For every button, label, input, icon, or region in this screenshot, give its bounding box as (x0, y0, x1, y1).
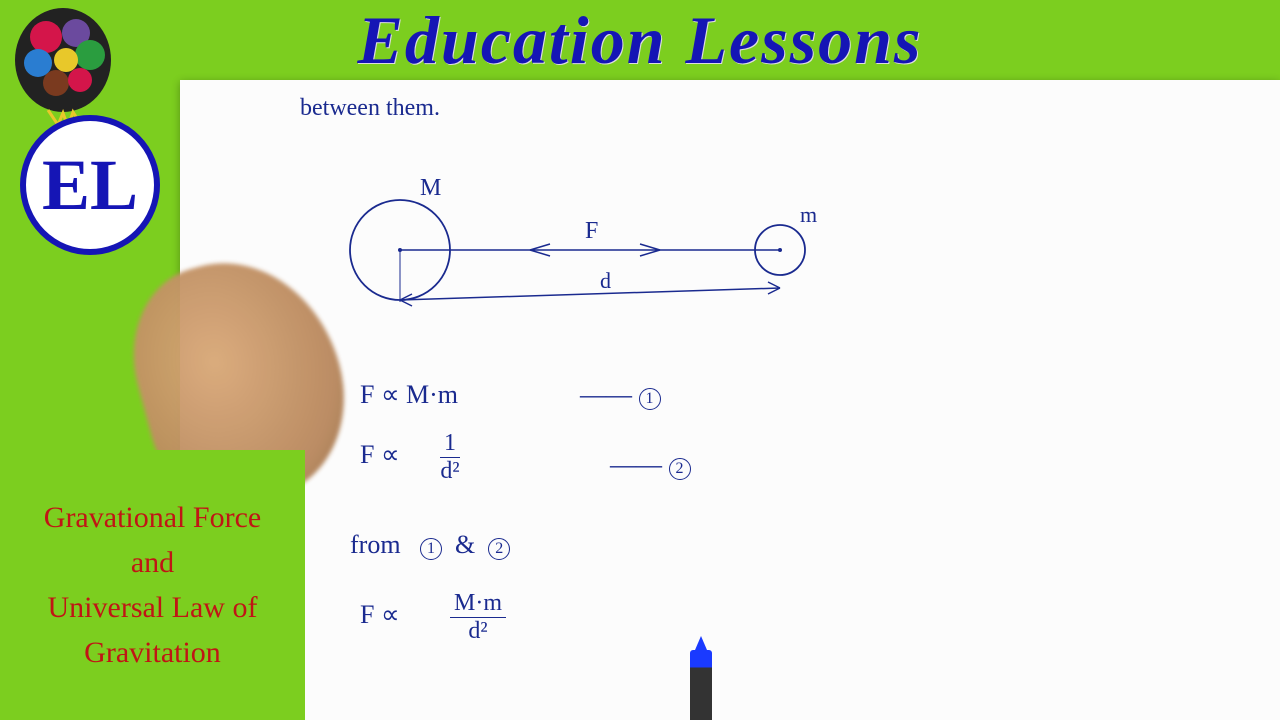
paper-area: between them. M m F d F ∝ M·m —— 1 F ∝ 1… (180, 80, 1280, 720)
diagram-label-m: m (800, 202, 817, 227)
diagram-label-F: F (585, 218, 598, 244)
eq1-circled-num: 1 (639, 388, 661, 410)
equation-3-from: from 1 & 2 (350, 530, 510, 560)
equation-4-fraction: M·m d² (450, 590, 506, 645)
el-logo-text: EL (42, 149, 138, 221)
eq2-dash: —— (610, 450, 662, 479)
equation-1-tag: —— 1 (580, 380, 661, 410)
eq3-circled-1: 1 (420, 538, 442, 560)
eq3-circled-2: 2 (488, 538, 510, 560)
equation-2-tag: —— 2 (610, 450, 691, 480)
pen-icon (690, 650, 712, 720)
eq4-denominator: d² (468, 618, 487, 644)
equation-2-fraction: 1 d² (440, 430, 460, 485)
caption-line-3: Universal Law of (48, 591, 258, 624)
caption-line-4: Gravitation (84, 636, 221, 669)
eq3-and: & (455, 530, 475, 559)
eq2-denominator: d² (440, 458, 459, 484)
caption-box: Gravational Force and Universal Law of G… (0, 450, 305, 720)
el-logo-badge: EL (20, 115, 160, 255)
eq2-circled-num: 2 (669, 458, 691, 480)
header-bar: Education Lessons (0, 0, 1280, 80)
diagram-label-M: M (420, 175, 441, 201)
eq4-numerator: M·m (450, 590, 506, 618)
eq1-dash: —— (580, 380, 632, 409)
header-title: Education Lessons (358, 1, 923, 80)
equation-2-left: F ∝ (360, 440, 400, 470)
diagram-label-d: d (600, 268, 611, 293)
equation-4-left: F ∝ (360, 600, 400, 630)
note-top-text: between them. (300, 95, 440, 122)
eq2-numerator: 1 (440, 430, 460, 458)
caption-line-2: and (131, 546, 174, 579)
gravitation-diagram: M m F d (300, 160, 850, 330)
caption-text: Gravational Force and Universal Law of G… (44, 495, 261, 675)
equation-1: F ∝ M·m (360, 380, 458, 410)
caption-line-1: Gravational Force (44, 501, 261, 534)
eq3-from-word: from (350, 530, 401, 559)
